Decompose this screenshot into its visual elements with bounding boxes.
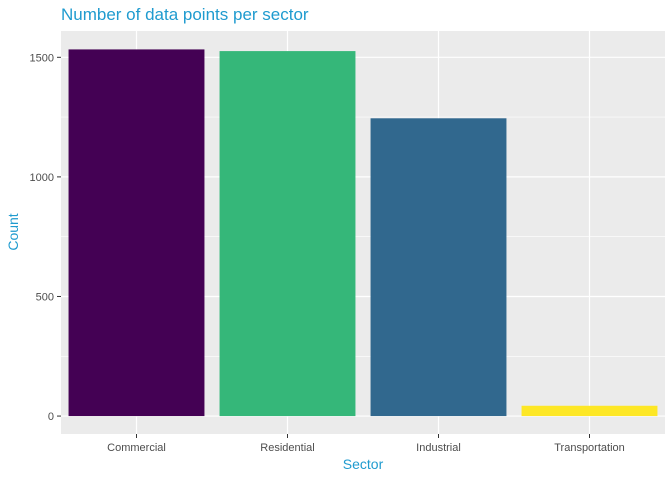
- x-tick-label: Residential: [260, 442, 314, 454]
- bar-transportation: [521, 405, 658, 417]
- y-tick-label: 1000: [30, 172, 54, 184]
- y-axis-ticks: 0 500 1000 1500: [30, 52, 61, 423]
- x-axis-title: Sector: [343, 456, 384, 472]
- bar-residential: [219, 51, 356, 417]
- x-tick-label: Industrial: [416, 442, 461, 454]
- x-tick-label: Transportation: [554, 442, 625, 454]
- y-tick-label: 1500: [30, 52, 54, 64]
- bars: [68, 49, 658, 417]
- y-tick-label: 0: [48, 411, 54, 423]
- y-tick-label: 500: [36, 291, 54, 303]
- x-tick-label: Commercial: [107, 442, 166, 454]
- bar-commercial: [68, 49, 205, 417]
- chart-title: Number of data points per sector: [61, 5, 309, 24]
- bar-industrial: [370, 118, 507, 417]
- y-axis-title: Count: [5, 213, 21, 250]
- x-axis-ticks: Commercial Residential Industrial Transport…: [107, 434, 625, 454]
